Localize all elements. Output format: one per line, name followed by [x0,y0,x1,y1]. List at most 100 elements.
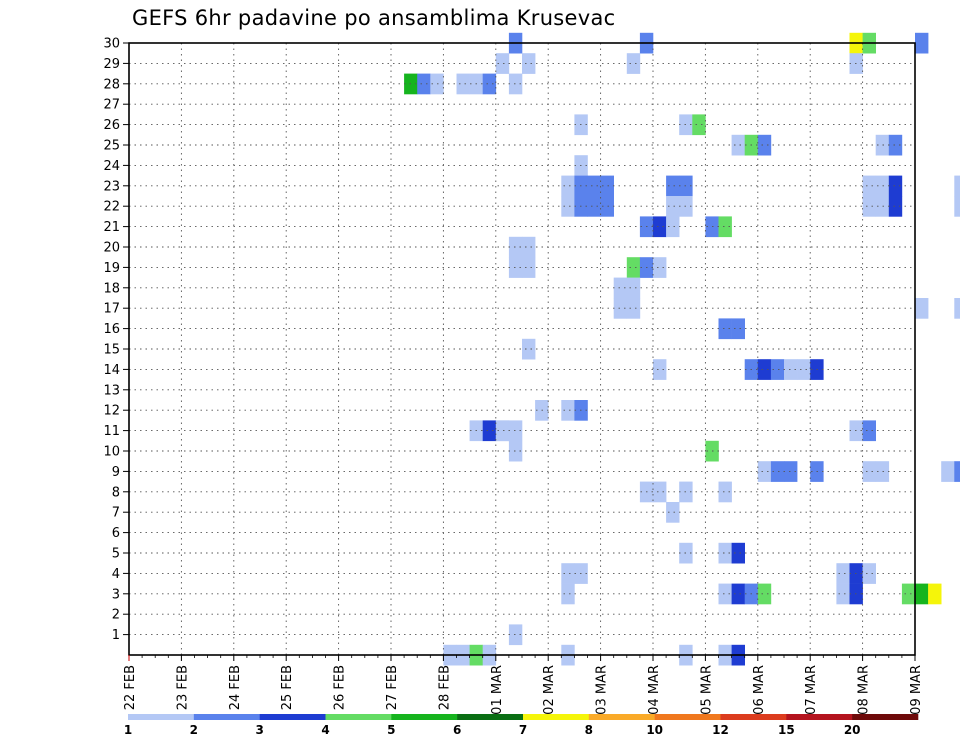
cell-52 [875,196,890,217]
ytick-label-5: 5 [112,547,120,562]
cell-133 [666,502,680,523]
cell-150 [757,583,772,605]
cell-103 [561,400,575,421]
cell-65 [508,257,523,278]
legend-label-0: 1 [124,723,132,737]
xtick-label-8: 02 MAR [542,665,557,715]
cell-97 [797,359,811,380]
ytick-label-8: 8 [112,485,120,500]
legend-label-8: 10 [646,723,663,737]
legend-label-9: 12 [712,723,729,737]
cell-72 [626,277,641,299]
ytick-label-7: 7 [112,506,120,521]
ytick-label-11: 11 [103,424,120,439]
cell-136 [731,542,745,564]
cell-31 [888,134,903,156]
legend-label-3: 4 [321,723,329,737]
legend-swatch-7 [588,714,655,720]
cell-151 [836,583,850,605]
legend-swatch-10 [786,714,853,720]
xtick-label-5: 27 FEB [385,665,400,710]
cell-118 [770,461,785,482]
cell-141 [862,563,876,584]
ytick-label-20: 20 [103,241,120,256]
cell-147 [718,583,732,605]
cell-124 [954,461,960,482]
cell-148 [731,583,745,605]
legend-swatch-3 [325,714,392,720]
chart-title: GEFS 6hr padavine po ansamblima Krusevac [132,6,616,30]
ytick-label-16: 16 [103,322,120,337]
cell-16 [417,73,431,95]
ytick-label-4: 4 [112,567,120,582]
xtick-label-2: 24 FEB [228,665,243,710]
xtick-label-9: 03 MAR [595,665,610,715]
x-axis: 22 FEB 23 FEB 24 FEB 25 FEB 26 FEB 27 FEB 28 F… [123,655,924,715]
cell-18 [456,73,470,95]
ytick-label-13: 13 [103,383,120,398]
cell-29 [757,134,772,156]
cell-117 [757,461,772,482]
cell-30 [875,134,890,156]
cell-91 [522,338,536,360]
cell-89 [718,318,732,340]
ytick-label-9: 9 [112,465,120,480]
legend-swatch-6 [523,714,590,720]
cell-27 [731,134,745,156]
cell-132 [718,481,732,503]
cell-130 [653,481,667,503]
cell-119 [784,461,798,482]
cell-155 [928,583,942,605]
cell-47 [587,196,601,217]
cell-106 [508,420,523,442]
ytick-label-17: 17 [103,302,120,317]
cell-23 [692,114,706,136]
cell-41 [888,175,903,197]
cell-92 [653,359,667,380]
legend-label-10: 15 [778,723,795,737]
color-legend: 1 2 3 4 5 6 7 8 10 12 15 20 [124,714,919,737]
cell-153 [901,583,916,605]
cell-112 [508,440,523,462]
cell-71 [613,277,628,299]
cell-111 [862,420,876,442]
cell-54 [954,196,960,217]
cell-121 [862,461,876,482]
ytick-label-27: 27 [103,98,120,113]
ytick-label-3: 3 [112,587,120,602]
legend-swatch-9 [720,714,787,720]
cell-20 [482,73,497,95]
ytick-label-15: 15 [103,343,120,358]
cell-68 [626,257,641,278]
cell-37 [666,175,680,197]
legend-label-6: 7 [519,723,527,737]
cell-39 [862,175,876,197]
ytick-label-26: 26 [103,118,120,133]
cell-157 [508,624,523,646]
ytick-label-6: 6 [112,526,120,541]
cell-58 [653,216,667,238]
cell-59 [666,216,680,238]
cell-95 [770,359,785,380]
ytick-label-10: 10 [103,445,120,460]
cell-139 [836,563,850,584]
ytick-label-18: 18 [103,281,120,296]
legend-label-2: 3 [255,723,263,737]
cell-146 [561,583,575,605]
xtick-label-13: 07 MAR [804,665,819,715]
cell-96 [784,359,798,380]
ytick-label-28: 28 [103,77,120,92]
cell-109 [495,420,510,442]
xtick-label-0: 22 FEB [123,665,138,710]
grid-layer [129,42,915,655]
cell-64 [508,236,523,258]
cell-70 [653,257,667,278]
cell-94 [757,359,772,380]
legend-swatch-4 [391,714,458,720]
xtick-label-3: 25 FEB [280,665,295,710]
xtick-label-12: 06 MAR [752,665,767,715]
legend-swatch-8 [654,714,721,720]
cell-33 [561,175,575,197]
y-axis: 1234567891011121314151617181920212223242… [103,37,129,643]
cell-6 [522,53,536,74]
